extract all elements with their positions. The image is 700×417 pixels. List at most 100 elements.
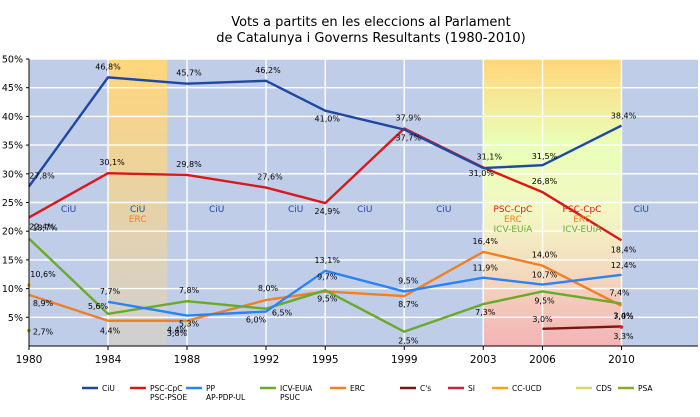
data-label: 10,7% [532, 271, 558, 280]
government-label: ICV-EUiA [563, 225, 603, 235]
government-label: CiU [209, 205, 224, 215]
x-tick-label: 2006 [529, 354, 556, 366]
legend-label: PSC-CpC [150, 384, 182, 393]
data-label: 6,5% [272, 309, 293, 318]
data-label: 9,5% [317, 294, 338, 303]
legend-label: CiU [102, 384, 115, 393]
legend-label: ERC [350, 384, 365, 393]
x-tick-label: 1984 [95, 354, 122, 366]
data-point [185, 322, 189, 326]
series-line [542, 325, 622, 330]
x-tick-label: 1995 [312, 354, 339, 366]
data-label: 31,0% [469, 169, 495, 178]
government-label: CiU [130, 205, 145, 215]
data-label: 11,9% [473, 264, 499, 273]
x-tick-label: 1992 [253, 354, 280, 366]
legend-label: PSA [638, 384, 653, 393]
data-label: 29,8% [176, 160, 202, 169]
government-label: CiU [634, 205, 649, 215]
data-label: 6,0% [246, 316, 267, 325]
data-label: 18,7% [32, 224, 58, 233]
legend-label: CDS [596, 384, 612, 393]
y-tick-label: 35% [2, 141, 23, 152]
data-point [619, 325, 624, 329]
data-label: 4,4% [167, 326, 188, 335]
legend-sublabel: PSC-PSOE [150, 393, 187, 402]
government-label: ERC [129, 215, 147, 225]
data-label: 26,8% [532, 177, 558, 186]
data-label: 46,2% [255, 66, 281, 75]
y-tick-label: 25% [2, 198, 23, 209]
data-label: 3,8% [167, 329, 188, 338]
government-label: CiU [288, 205, 303, 215]
data-label: 2,5% [398, 337, 419, 346]
legend-sublabel: AP-PDP-UL [206, 393, 246, 402]
data-label: 3,0% [532, 315, 553, 324]
government-label: ERC [504, 215, 522, 225]
data-label: 27,8% [29, 171, 55, 180]
data-label: 5,6% [88, 302, 109, 311]
y-tick-label: 5% [8, 313, 23, 324]
government-label: ICV-EUiA [494, 225, 534, 235]
data-label: 22,4% [29, 222, 55, 231]
y-tick-label: 20% [2, 227, 23, 238]
data-label: 38,4% [611, 112, 637, 121]
data-label: 7,4% [609, 289, 630, 298]
y-tick-label: 15% [2, 255, 23, 266]
y-tick-label: 45% [2, 83, 23, 94]
x-tick-label: 1980 [16, 354, 43, 366]
government-label: ERC [573, 215, 591, 225]
y-tick-label: 40% [2, 112, 23, 123]
data-label: 7,7% [100, 287, 121, 296]
y-tick-label: 10% [2, 284, 23, 295]
data-label: 30,1% [99, 158, 125, 167]
data-label: 8,9% [33, 299, 54, 308]
government-label: CiU [357, 205, 372, 215]
data-label: 46,8% [95, 62, 121, 71]
data-label: 13,1% [315, 256, 341, 265]
data-label: 37,9% [396, 113, 422, 122]
x-tick-label: 2010 [608, 354, 635, 366]
data-label: 5,3% [179, 320, 200, 329]
data-label: 4,4% [100, 327, 121, 336]
data-label: 9,5% [534, 296, 555, 305]
data-label: 7,3% [475, 308, 496, 317]
government-label: CiU [61, 205, 76, 215]
data-label: 27,6% [257, 173, 283, 182]
data-label: 9,5% [398, 276, 419, 285]
data-label: 12,4% [611, 261, 637, 270]
data-label: 8,0% [258, 284, 279, 293]
data-label: 24,9% [315, 207, 341, 216]
chart-title-line-2: de Catalunya i Governs Resultants (1980-… [216, 31, 525, 46]
government-label: PSC-CpC [493, 205, 532, 215]
series-line [28, 237, 622, 333]
x-tick-label: 1999 [391, 354, 418, 366]
data-label: 16,4% [473, 237, 499, 246]
legend-sublabel: PSUC [280, 393, 300, 402]
data-label: 10,6% [30, 270, 56, 279]
data-label: 41,0% [315, 115, 341, 124]
data-label: 3,3% [613, 332, 634, 341]
series-line [107, 269, 622, 317]
data-label: 7,0% [613, 312, 634, 321]
legend-label: SI [468, 384, 475, 393]
data-label: 9,7% [317, 272, 338, 281]
legend-label: CC-UCD [512, 384, 542, 393]
data-label: 7,8% [179, 286, 200, 295]
data-label: 2,7% [33, 328, 54, 337]
x-tick-label: 1988 [174, 354, 201, 366]
data-label: 31,5% [532, 152, 558, 161]
x-tick-label: 2003 [470, 354, 497, 366]
chart-title-line-1: Vots a partits en les eleccions al Parla… [231, 15, 511, 30]
series-line [28, 127, 623, 242]
series-line [28, 76, 623, 188]
government-label: CiU [436, 205, 451, 215]
data-label: 8,7% [398, 300, 419, 309]
y-tick-label: 30% [2, 169, 23, 180]
y-tick-label: 50% [2, 55, 23, 66]
data-label: 14,0% [532, 251, 558, 260]
data-label: 31,1% [477, 152, 503, 161]
legend-label: C's [420, 384, 431, 393]
legend-label: PP [206, 384, 216, 393]
